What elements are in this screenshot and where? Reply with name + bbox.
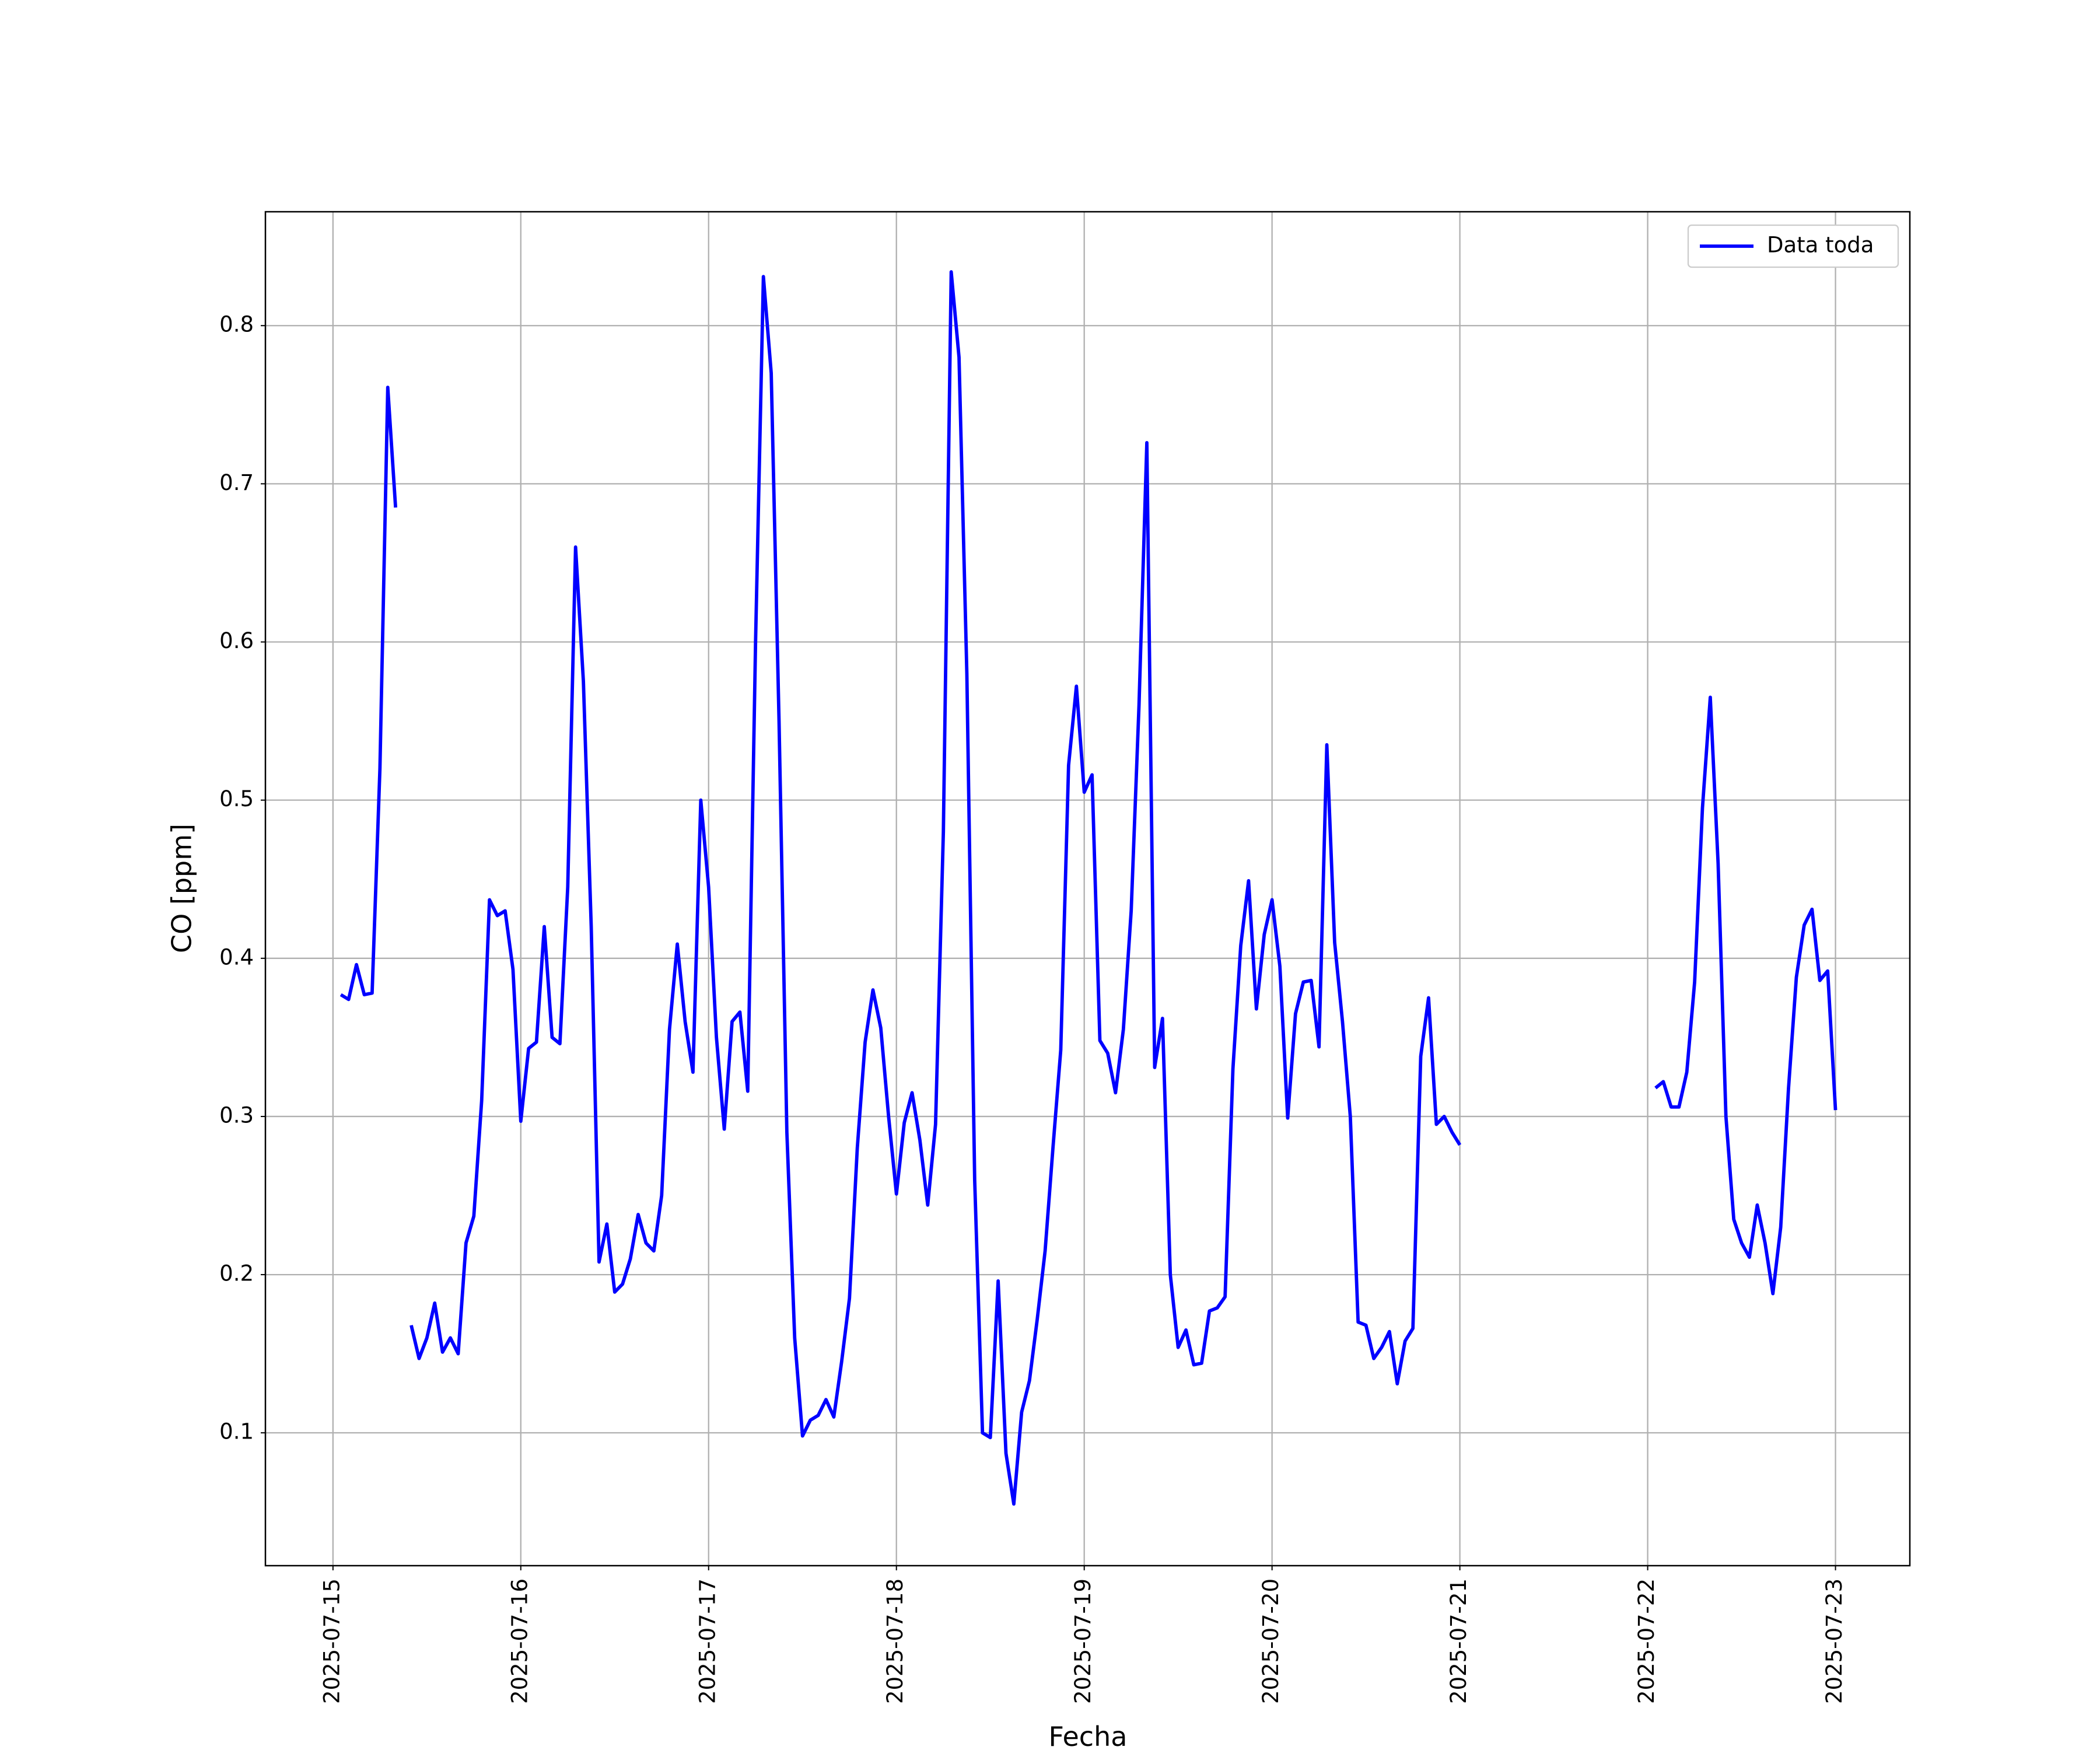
y-axis-label: CO [ppm]	[166, 824, 198, 953]
y-tick-label: 0.5	[219, 786, 254, 811]
y-tick-label: 0.4	[219, 944, 254, 970]
x-tick-label: 2025-07-23	[1822, 1578, 1847, 1704]
x-tick-label: 2025-07-20	[1258, 1578, 1283, 1704]
x-tick-label: 2025-07-17	[695, 1578, 720, 1704]
x-tick-label: 2025-07-22	[1634, 1578, 1659, 1704]
x-tick-label: 2025-07-19	[1070, 1578, 1096, 1704]
x-tick-label: 2025-07-18	[883, 1578, 908, 1704]
x-tick-label: 2025-07-16	[507, 1578, 532, 1704]
y-tick-label: 0.1	[219, 1419, 254, 1444]
y-tick-label: 0.7	[219, 470, 254, 495]
y-tick-label: 0.2	[219, 1261, 254, 1286]
x-tick-label: 2025-07-21	[1446, 1578, 1471, 1704]
x-axis-label: Fecha	[1049, 1721, 1128, 1750]
legend: Data toda	[1687, 224, 1899, 268]
plot-frame	[264, 211, 1911, 1567]
data-line	[340, 270, 1838, 1506]
legend-box	[1687, 224, 1899, 268]
legend-label: Data toda	[1767, 233, 1874, 258]
y-tick-label: 0.3	[219, 1102, 254, 1128]
y-tick-label: 0.6	[219, 628, 254, 653]
x-tick-label: 2025-07-15	[319, 1578, 344, 1704]
y-tick-label: 0.8	[219, 312, 254, 337]
